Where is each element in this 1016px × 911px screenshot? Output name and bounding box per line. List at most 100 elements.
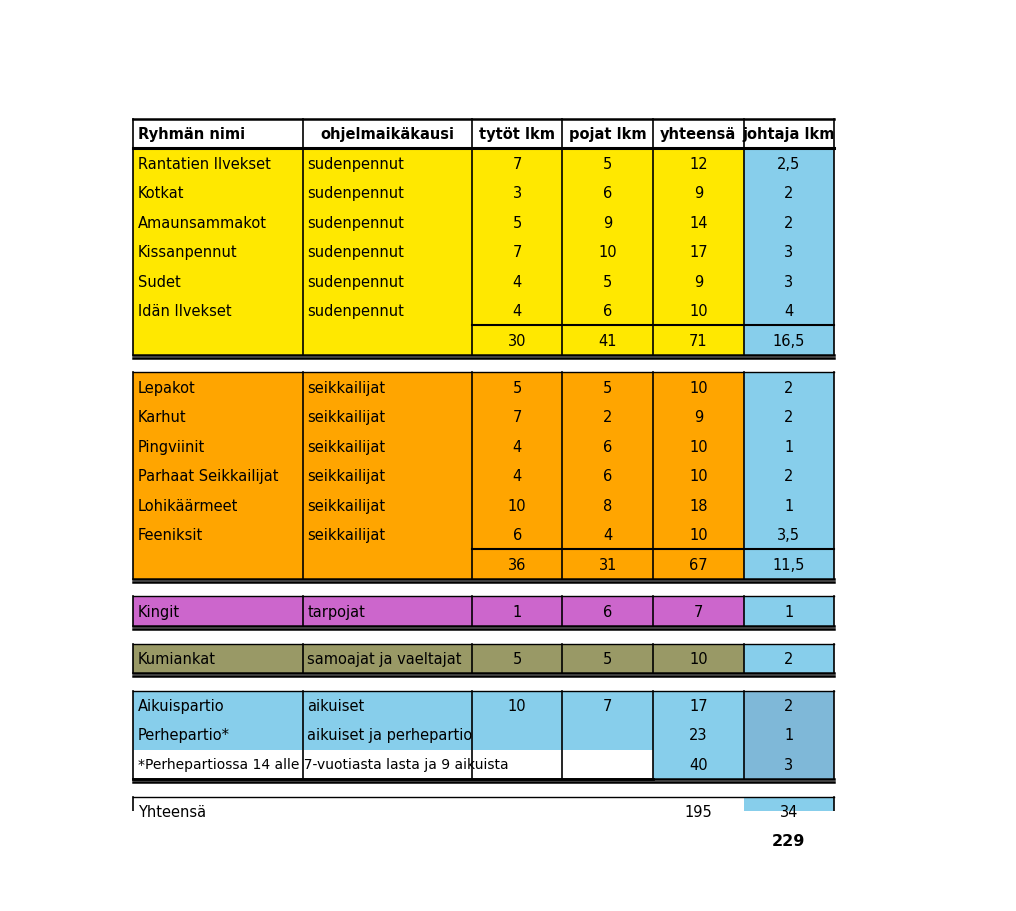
- Text: Kissanpennut: Kissanpennut: [138, 245, 238, 260]
- Text: 6: 6: [604, 439, 613, 455]
- FancyBboxPatch shape: [471, 179, 563, 209]
- FancyBboxPatch shape: [563, 750, 653, 779]
- Text: 36: 36: [508, 558, 526, 572]
- FancyBboxPatch shape: [563, 297, 653, 326]
- FancyBboxPatch shape: [563, 644, 653, 673]
- FancyBboxPatch shape: [653, 179, 744, 209]
- Text: 17: 17: [689, 698, 707, 713]
- FancyBboxPatch shape: [303, 750, 471, 779]
- FancyBboxPatch shape: [471, 374, 563, 403]
- Text: 10: 10: [689, 439, 707, 455]
- FancyBboxPatch shape: [653, 491, 744, 520]
- FancyBboxPatch shape: [133, 238, 303, 267]
- FancyBboxPatch shape: [563, 721, 653, 750]
- FancyBboxPatch shape: [563, 120, 653, 149]
- FancyBboxPatch shape: [471, 491, 563, 520]
- FancyBboxPatch shape: [133, 520, 303, 550]
- Text: 4: 4: [512, 274, 522, 290]
- FancyBboxPatch shape: [744, 597, 834, 626]
- FancyBboxPatch shape: [471, 597, 563, 626]
- FancyBboxPatch shape: [653, 750, 744, 779]
- FancyBboxPatch shape: [744, 374, 834, 403]
- FancyBboxPatch shape: [653, 326, 744, 355]
- FancyBboxPatch shape: [471, 797, 563, 826]
- FancyBboxPatch shape: [133, 597, 303, 626]
- Text: 1: 1: [512, 604, 522, 619]
- Text: 1: 1: [784, 728, 793, 742]
- FancyBboxPatch shape: [563, 149, 653, 179]
- Text: 9: 9: [694, 186, 703, 201]
- FancyBboxPatch shape: [653, 209, 744, 238]
- Text: 7: 7: [604, 698, 613, 713]
- FancyBboxPatch shape: [303, 432, 471, 462]
- Text: 3: 3: [513, 186, 522, 201]
- Text: 7: 7: [512, 410, 522, 425]
- FancyBboxPatch shape: [303, 520, 471, 550]
- FancyBboxPatch shape: [303, 297, 471, 326]
- FancyBboxPatch shape: [744, 721, 834, 750]
- FancyBboxPatch shape: [653, 721, 744, 750]
- FancyBboxPatch shape: [133, 326, 303, 355]
- FancyBboxPatch shape: [744, 462, 834, 491]
- Text: 6: 6: [604, 468, 613, 484]
- Text: 4: 4: [512, 439, 522, 455]
- FancyBboxPatch shape: [563, 691, 653, 721]
- Text: 3,5: 3,5: [777, 527, 801, 543]
- Text: 5: 5: [512, 651, 522, 666]
- Text: 229: 229: [772, 834, 806, 848]
- Text: 10: 10: [598, 245, 617, 260]
- FancyBboxPatch shape: [133, 550, 303, 579]
- Text: 1: 1: [784, 604, 793, 619]
- Text: 2: 2: [784, 186, 793, 201]
- Text: 6: 6: [604, 604, 613, 619]
- FancyBboxPatch shape: [563, 209, 653, 238]
- Text: yhteensä: yhteensä: [660, 127, 737, 142]
- FancyBboxPatch shape: [744, 432, 834, 462]
- Text: 71: 71: [689, 333, 707, 348]
- FancyBboxPatch shape: [653, 550, 744, 579]
- FancyBboxPatch shape: [133, 644, 303, 673]
- Text: sudenpennut: sudenpennut: [307, 186, 404, 201]
- Text: Amaunsammakot: Amaunsammakot: [138, 216, 267, 230]
- FancyBboxPatch shape: [471, 550, 563, 579]
- Text: Parhaat Seikkailijat: Parhaat Seikkailijat: [138, 468, 278, 484]
- Text: Lepakot: Lepakot: [138, 380, 196, 395]
- Text: seikkailijat: seikkailijat: [307, 410, 385, 425]
- Text: 10: 10: [508, 498, 526, 513]
- FancyBboxPatch shape: [653, 597, 744, 626]
- Text: *Perhepartiossa 14 alle 7-vuotiasta lasta ja 9 aikuista: *Perhepartiossa 14 alle 7-vuotiasta last…: [138, 758, 509, 772]
- FancyBboxPatch shape: [563, 374, 653, 403]
- FancyBboxPatch shape: [471, 462, 563, 491]
- FancyBboxPatch shape: [133, 432, 303, 462]
- Text: 10: 10: [689, 651, 707, 666]
- FancyBboxPatch shape: [471, 238, 563, 267]
- Text: 7: 7: [512, 245, 522, 260]
- Text: 2: 2: [784, 410, 793, 425]
- Text: 9: 9: [604, 216, 613, 230]
- Text: seikkailijat: seikkailijat: [307, 380, 385, 395]
- FancyBboxPatch shape: [653, 691, 744, 721]
- FancyBboxPatch shape: [744, 750, 834, 779]
- Text: Kumiankat: Kumiankat: [138, 651, 216, 666]
- Text: Lohikäärmeet: Lohikäärmeet: [138, 498, 239, 513]
- FancyBboxPatch shape: [303, 491, 471, 520]
- Text: 5: 5: [604, 380, 613, 395]
- FancyBboxPatch shape: [133, 750, 303, 779]
- FancyBboxPatch shape: [653, 403, 744, 432]
- Text: aikuiset ja perhepartio: aikuiset ja perhepartio: [307, 728, 472, 742]
- Text: 41: 41: [598, 333, 617, 348]
- FancyBboxPatch shape: [744, 267, 834, 297]
- FancyBboxPatch shape: [303, 374, 471, 403]
- Text: seikkailijat: seikkailijat: [307, 439, 385, 455]
- FancyBboxPatch shape: [471, 297, 563, 326]
- Text: 3: 3: [784, 274, 793, 290]
- Text: 10: 10: [689, 468, 707, 484]
- FancyBboxPatch shape: [133, 491, 303, 520]
- Text: 1: 1: [784, 439, 793, 455]
- FancyBboxPatch shape: [653, 644, 744, 673]
- Text: 3: 3: [784, 757, 793, 772]
- Text: 2: 2: [784, 651, 793, 666]
- FancyBboxPatch shape: [303, 149, 471, 179]
- Text: 3: 3: [784, 245, 793, 260]
- Text: 2: 2: [784, 380, 793, 395]
